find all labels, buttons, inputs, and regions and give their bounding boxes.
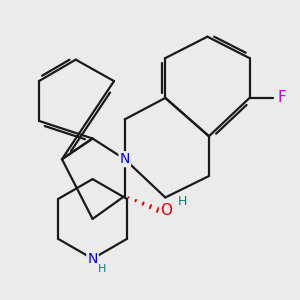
Text: N: N: [119, 152, 130, 166]
Text: H: H: [98, 264, 106, 274]
Text: H: H: [178, 195, 188, 208]
Text: N: N: [87, 252, 98, 266]
Text: O: O: [160, 203, 172, 218]
Text: F: F: [277, 90, 286, 105]
